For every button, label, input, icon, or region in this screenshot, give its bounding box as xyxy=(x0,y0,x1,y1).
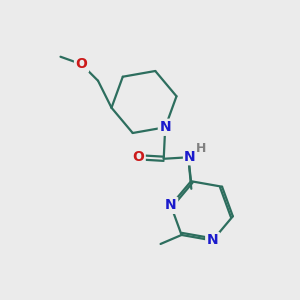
Text: O: O xyxy=(132,150,144,164)
Text: N: N xyxy=(159,120,171,134)
Text: N: N xyxy=(207,233,218,248)
Text: N: N xyxy=(165,198,177,212)
Text: H: H xyxy=(196,142,206,155)
Text: O: O xyxy=(76,57,87,71)
Text: N: N xyxy=(184,150,196,164)
